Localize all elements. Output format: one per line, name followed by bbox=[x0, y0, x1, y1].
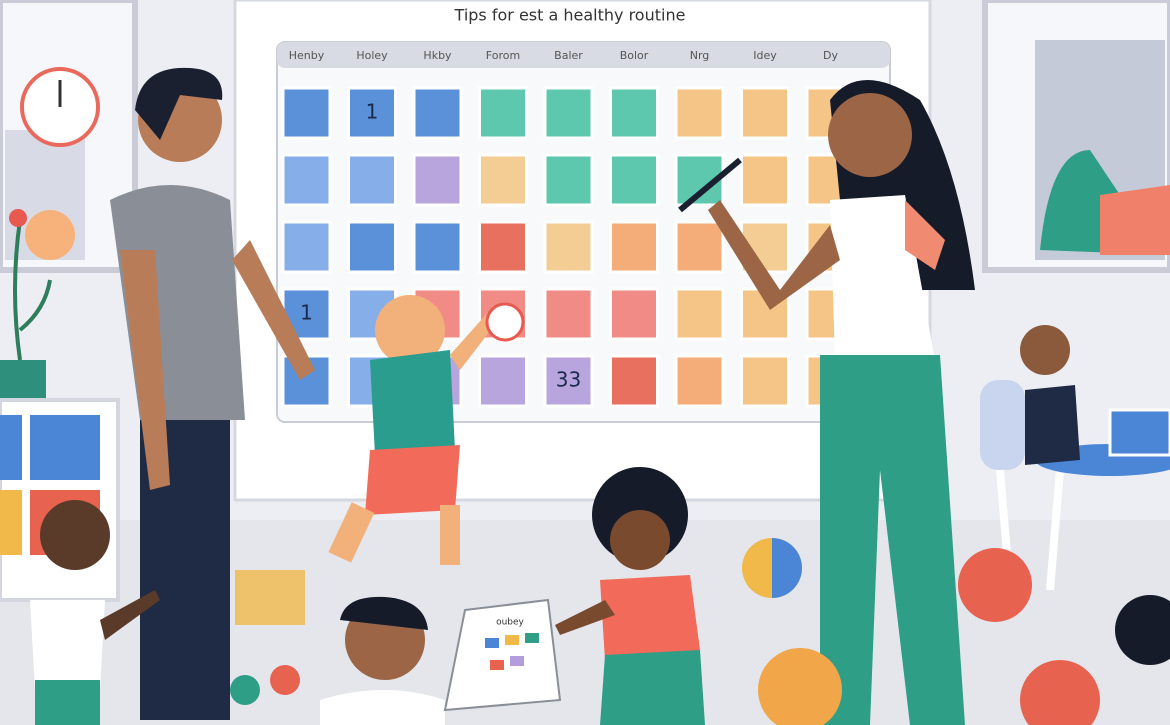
calendar-cell bbox=[674, 354, 725, 408]
calendar-cell bbox=[347, 86, 397, 140]
card-title: oubey bbox=[496, 618, 524, 628]
bin bbox=[0, 490, 22, 555]
curly-kid bbox=[555, 467, 705, 725]
cell-text: 1 bbox=[366, 100, 379, 124]
dumbbell bbox=[270, 665, 300, 695]
ball bbox=[1020, 660, 1100, 725]
girl-right bbox=[1115, 595, 1170, 665]
reclining-shirt bbox=[1100, 185, 1170, 255]
mother bbox=[678, 80, 975, 725]
day-header: Dy bbox=[823, 49, 838, 62]
day-header: Idey bbox=[753, 49, 777, 62]
day-header: Nrg bbox=[690, 49, 710, 62]
calendar-cell bbox=[543, 153, 594, 207]
plant-pot bbox=[0, 360, 46, 400]
calendar-cell bbox=[609, 86, 659, 140]
calendar-cell bbox=[609, 220, 659, 274]
cell-text: 33 bbox=[556, 368, 581, 392]
calendar-cell bbox=[478, 220, 528, 274]
bin bbox=[30, 415, 100, 480]
calendar-cell bbox=[478, 153, 528, 207]
calendar-cell bbox=[478, 354, 528, 408]
dumbbell bbox=[230, 675, 260, 705]
plant-stem bbox=[13, 219, 52, 361]
calendar-cell bbox=[412, 220, 463, 274]
calendar-cell bbox=[609, 153, 659, 207]
flower-bush bbox=[25, 210, 75, 260]
day-header: Holey bbox=[356, 49, 388, 62]
calendar-cell bbox=[609, 354, 659, 408]
calendar-cell bbox=[478, 86, 528, 140]
calendar-cell bbox=[543, 220, 594, 274]
father bbox=[110, 67, 315, 720]
toddler bbox=[328, 295, 525, 565]
basketball bbox=[958, 548, 1032, 622]
bin bbox=[0, 415, 22, 480]
calendar-cell bbox=[543, 354, 594, 408]
calendar-cell bbox=[412, 153, 463, 207]
calendar-cell bbox=[281, 220, 332, 274]
toy bbox=[235, 570, 305, 625]
day-header: Hkby bbox=[423, 49, 452, 62]
calendar-cell bbox=[674, 287, 725, 341]
calendar-cell bbox=[740, 153, 790, 207]
calendar-cell bbox=[543, 86, 594, 140]
calendar-cell bbox=[347, 153, 397, 207]
day-header: Bolor bbox=[620, 49, 649, 62]
board-title: Tips for est a healthy routine bbox=[454, 6, 686, 25]
calendar-cell bbox=[347, 220, 397, 274]
day-header: Forom bbox=[486, 49, 520, 62]
calendar-cell bbox=[543, 287, 594, 341]
calendar-cell bbox=[609, 287, 659, 341]
calendar-cell bbox=[674, 86, 725, 140]
day-header: Henby bbox=[289, 49, 325, 62]
calendar-header bbox=[277, 42, 890, 68]
beach-ball-stripe bbox=[772, 538, 802, 598]
girl-head bbox=[758, 648, 842, 725]
calendar-cell bbox=[412, 86, 463, 140]
calendar-cell bbox=[674, 220, 725, 274]
calendar-cell bbox=[281, 153, 332, 207]
routine-card: oubey bbox=[443, 598, 562, 712]
day-header: Baler bbox=[554, 49, 583, 62]
calendar-cell bbox=[740, 354, 790, 408]
calendar-cell bbox=[281, 86, 332, 140]
flower bbox=[9, 209, 27, 227]
cell-text: 1 bbox=[300, 301, 313, 325]
calendar-cell bbox=[740, 86, 790, 140]
boy-front bbox=[320, 596, 445, 725]
child-left bbox=[30, 500, 160, 725]
